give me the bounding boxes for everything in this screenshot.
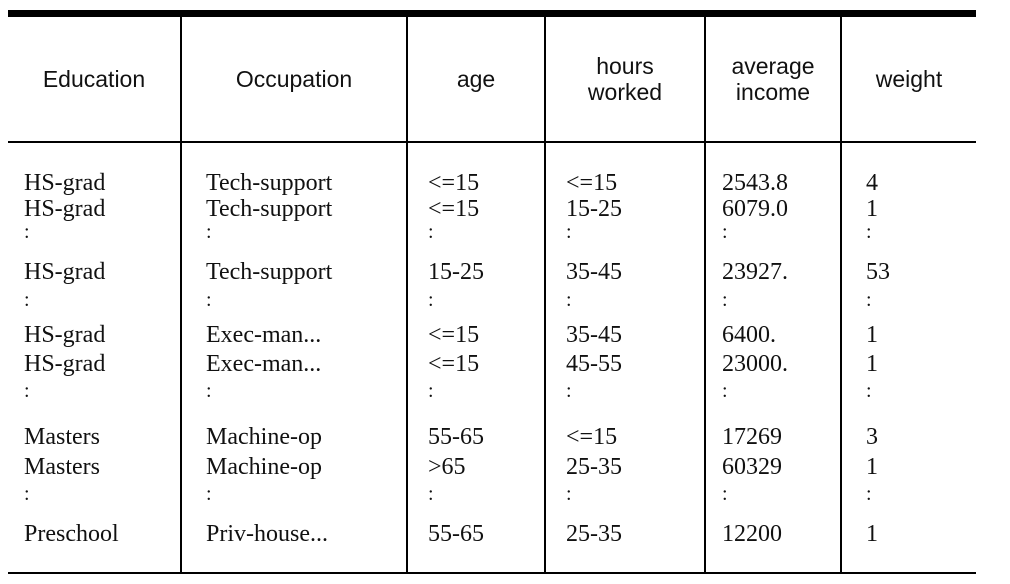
header-label: weight: [875, 65, 943, 92]
table-cell: <=15: [428, 322, 480, 348]
ellipsis-mark: :: [866, 221, 872, 243]
table-cell: 1: [866, 454, 878, 480]
table-cell: Machine-op: [206, 424, 322, 450]
ellipsis-mark: :: [24, 483, 30, 505]
header-label: average income: [731, 52, 815, 105]
column-divider: [180, 17, 182, 572]
table-cell: <=15: [428, 170, 480, 196]
header-label: hours worked: [587, 52, 663, 105]
ellipsis-mark: :: [566, 380, 572, 402]
header-label: Education: [42, 65, 146, 92]
table-cell: >65: [428, 454, 466, 480]
table-cell: 1: [866, 196, 878, 222]
ellipsis-mark: :: [722, 289, 728, 311]
table-cell: 6079.0: [722, 196, 788, 222]
ellipsis-mark: :: [206, 380, 212, 402]
table-cell: 1: [866, 351, 878, 377]
table-cell: HS-grad: [24, 259, 106, 285]
ellipsis-mark: :: [566, 221, 572, 243]
header-age: age: [408, 17, 544, 141]
table-cell: Exec-man...: [206, 322, 322, 348]
ellipsis-mark: :: [722, 483, 728, 505]
table-cell: Tech-support: [206, 259, 333, 285]
table-cell: Masters: [24, 454, 100, 480]
table-cell: 45-55: [566, 351, 622, 377]
header-education: Education: [8, 17, 180, 141]
table-cell: <=15: [566, 424, 618, 450]
table-cell: HS-grad: [24, 196, 106, 222]
ellipsis-mark: :: [722, 380, 728, 402]
table-cell: 55-65: [428, 521, 484, 547]
header-label: Occupation: [235, 65, 353, 92]
table-cell: 15-25: [566, 196, 622, 222]
table-cell: HS-grad: [24, 322, 106, 348]
table-cell: 53: [866, 259, 890, 285]
header-label: age: [456, 65, 496, 92]
table-cell: 1: [866, 322, 878, 348]
table-cell: <=15: [566, 170, 618, 196]
ellipsis-mark: :: [206, 289, 212, 311]
table-cell: <=15: [428, 196, 480, 222]
table-cell: HS-grad: [24, 351, 106, 377]
column-divider: [406, 17, 408, 572]
ellipsis-mark: :: [428, 380, 434, 402]
table-cell: HS-grad: [24, 170, 106, 196]
ellipsis-mark: :: [206, 483, 212, 505]
table-cell: 6400.: [722, 322, 776, 348]
table-cell: 15-25: [428, 259, 484, 285]
data-table: Education Occupation age hours worked av…: [8, 10, 976, 574]
header-average-income: average income: [706, 17, 840, 141]
table-cell: 3: [866, 424, 878, 450]
column-divider: [544, 17, 546, 572]
table-cell: 35-45: [566, 322, 622, 348]
ellipsis-mark: :: [206, 221, 212, 243]
table-cell: Exec-man...: [206, 351, 322, 377]
table-cell: Machine-op: [206, 454, 322, 480]
table-cell: Tech-support: [206, 170, 333, 196]
ellipsis-mark: :: [866, 380, 872, 402]
ellipsis-mark: :: [566, 483, 572, 505]
ellipsis-mark: :: [24, 221, 30, 243]
ellipsis-mark: :: [428, 289, 434, 311]
ellipsis-mark: :: [428, 221, 434, 243]
ellipsis-mark: :: [866, 483, 872, 505]
table-cell: Preschool: [24, 521, 119, 547]
column-divider: [840, 17, 842, 572]
ellipsis-mark: :: [866, 289, 872, 311]
table-cell: 55-65: [428, 424, 484, 450]
table-cell: 60329: [722, 454, 782, 480]
column-divider: [704, 17, 706, 572]
ellipsis-mark: :: [428, 483, 434, 505]
ellipsis-mark: :: [24, 289, 30, 311]
table-cell: 12200: [722, 521, 782, 547]
table-bottom-rule: [8, 572, 976, 574]
table-cell: 17269: [722, 424, 782, 450]
header-weight: weight: [842, 17, 976, 141]
table-cell: 25-35: [566, 521, 622, 547]
table-cell: Masters: [24, 424, 100, 450]
header-occupation: Occupation: [182, 17, 406, 141]
ellipsis-mark: :: [566, 289, 572, 311]
table-cell: Priv-house...: [206, 521, 328, 547]
table-cell: 35-45: [566, 259, 622, 285]
table-cell: 4: [866, 170, 878, 196]
table-cell: 23000.: [722, 351, 788, 377]
table-cell: Tech-support: [206, 196, 333, 222]
table-cell: 23927.: [722, 259, 788, 285]
table-cell: 1: [866, 521, 878, 547]
header-separator: [8, 141, 976, 143]
table-cell: 2543.8: [722, 170, 788, 196]
table-cell: 25-35: [566, 454, 622, 480]
table-cell: <=15: [428, 351, 480, 377]
table-top-rule: [8, 10, 976, 17]
ellipsis-mark: :: [24, 380, 30, 402]
ellipsis-mark: :: [722, 221, 728, 243]
header-hours-worked: hours worked: [546, 17, 704, 141]
